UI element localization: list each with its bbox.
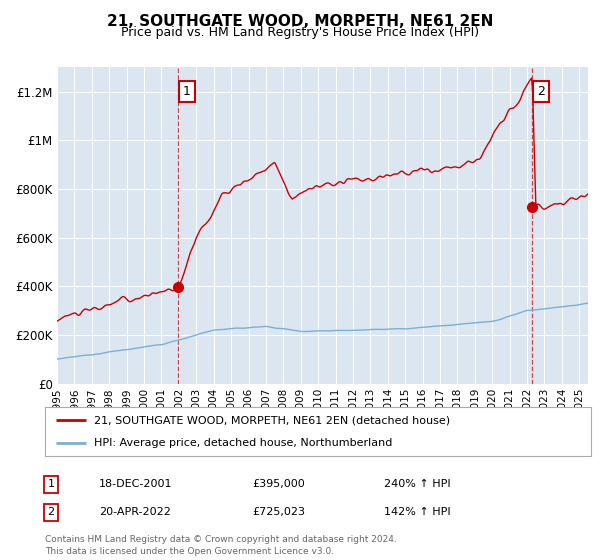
Text: 2: 2 [47, 507, 55, 517]
Text: 2: 2 [537, 85, 545, 98]
Text: 21, SOUTHGATE WOOD, MORPETH, NE61 2EN (detached house): 21, SOUTHGATE WOOD, MORPETH, NE61 2EN (d… [94, 416, 450, 426]
Text: Contains HM Land Registry data © Crown copyright and database right 2024.
This d: Contains HM Land Registry data © Crown c… [45, 535, 397, 556]
Text: £395,000: £395,000 [252, 479, 305, 489]
Text: 1: 1 [183, 85, 191, 98]
Text: Price paid vs. HM Land Registry's House Price Index (HPI): Price paid vs. HM Land Registry's House … [121, 26, 479, 39]
Text: 18-DEC-2001: 18-DEC-2001 [99, 479, 173, 489]
Text: 240% ↑ HPI: 240% ↑ HPI [384, 479, 451, 489]
Text: 142% ↑ HPI: 142% ↑ HPI [384, 507, 451, 517]
Text: £725,023: £725,023 [252, 507, 305, 517]
Text: 1: 1 [47, 479, 55, 489]
Text: 21, SOUTHGATE WOOD, MORPETH, NE61 2EN: 21, SOUTHGATE WOOD, MORPETH, NE61 2EN [107, 14, 493, 29]
Text: 20-APR-2022: 20-APR-2022 [99, 507, 171, 517]
Text: HPI: Average price, detached house, Northumberland: HPI: Average price, detached house, Nort… [94, 438, 392, 448]
